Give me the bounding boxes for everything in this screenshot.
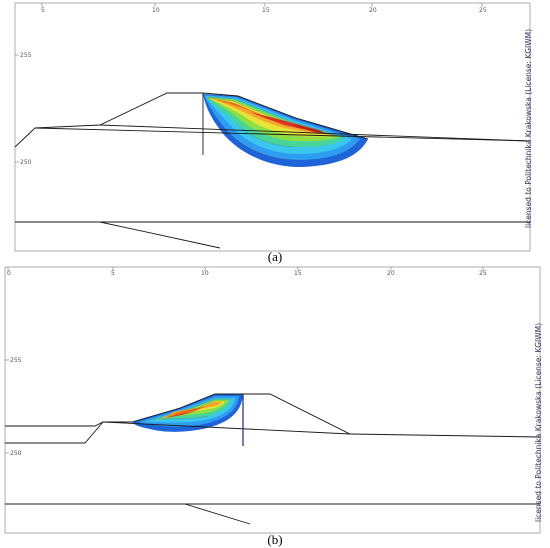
x-tick-label: 25: [479, 270, 487, 277]
panel-b: 0 5 10 15 20 25 255 250: [0, 262, 550, 548]
x-tick-label: 10: [152, 7, 160, 14]
slope-outline-b: [5, 393, 541, 525]
failure-zone-contours-a: [203, 94, 368, 167]
slope-diagram-a: 5 10 15 20 25 255 250: [14, 2, 533, 252]
license-text-a: licensed to Politechnika Krakowska (Lice…: [524, 29, 533, 228]
license-text-b: licensed to Politechnika Krakowska (Lice…: [534, 323, 543, 522]
y-axis-b: 255 250: [5, 357, 22, 457]
x-tick-label: 20: [387, 270, 395, 277]
y-tick-label: 250: [20, 159, 32, 166]
y-tick-label: 250: [10, 450, 22, 457]
y-tick-label: 255: [20, 52, 32, 59]
frame-b: [4, 266, 541, 534]
slope-diagram-b: 0 5 10 15 20 25 255 250: [4, 266, 543, 534]
x-tick-label: 10: [201, 270, 209, 277]
x-tick-label: 20: [369, 7, 377, 14]
frame-a: [14, 2, 531, 252]
slope-outline-a: [14, 92, 531, 249]
y-axis-a: 255 250: [15, 52, 32, 166]
panel-a: 5 10 15 20 25 255 250: [0, 0, 550, 262]
x-tick-label: 15: [262, 7, 270, 14]
failure-zone-contours-b: [132, 394, 243, 432]
y-tick-label: 255: [10, 357, 22, 364]
x-tick-label: 25: [479, 7, 487, 14]
x-tick-label: 5: [41, 7, 45, 14]
caption-b: (b): [267, 532, 283, 547]
caption-a: (a): [267, 249, 283, 264]
x-axis-a: 5 10 15 20 25: [41, 3, 487, 14]
x-tick-label: 0: [7, 270, 11, 277]
x-tick-label: 15: [294, 270, 302, 277]
x-axis-b: 0 5 10 15 20 25: [7, 267, 487, 277]
x-tick-label: 5: [111, 270, 115, 277]
